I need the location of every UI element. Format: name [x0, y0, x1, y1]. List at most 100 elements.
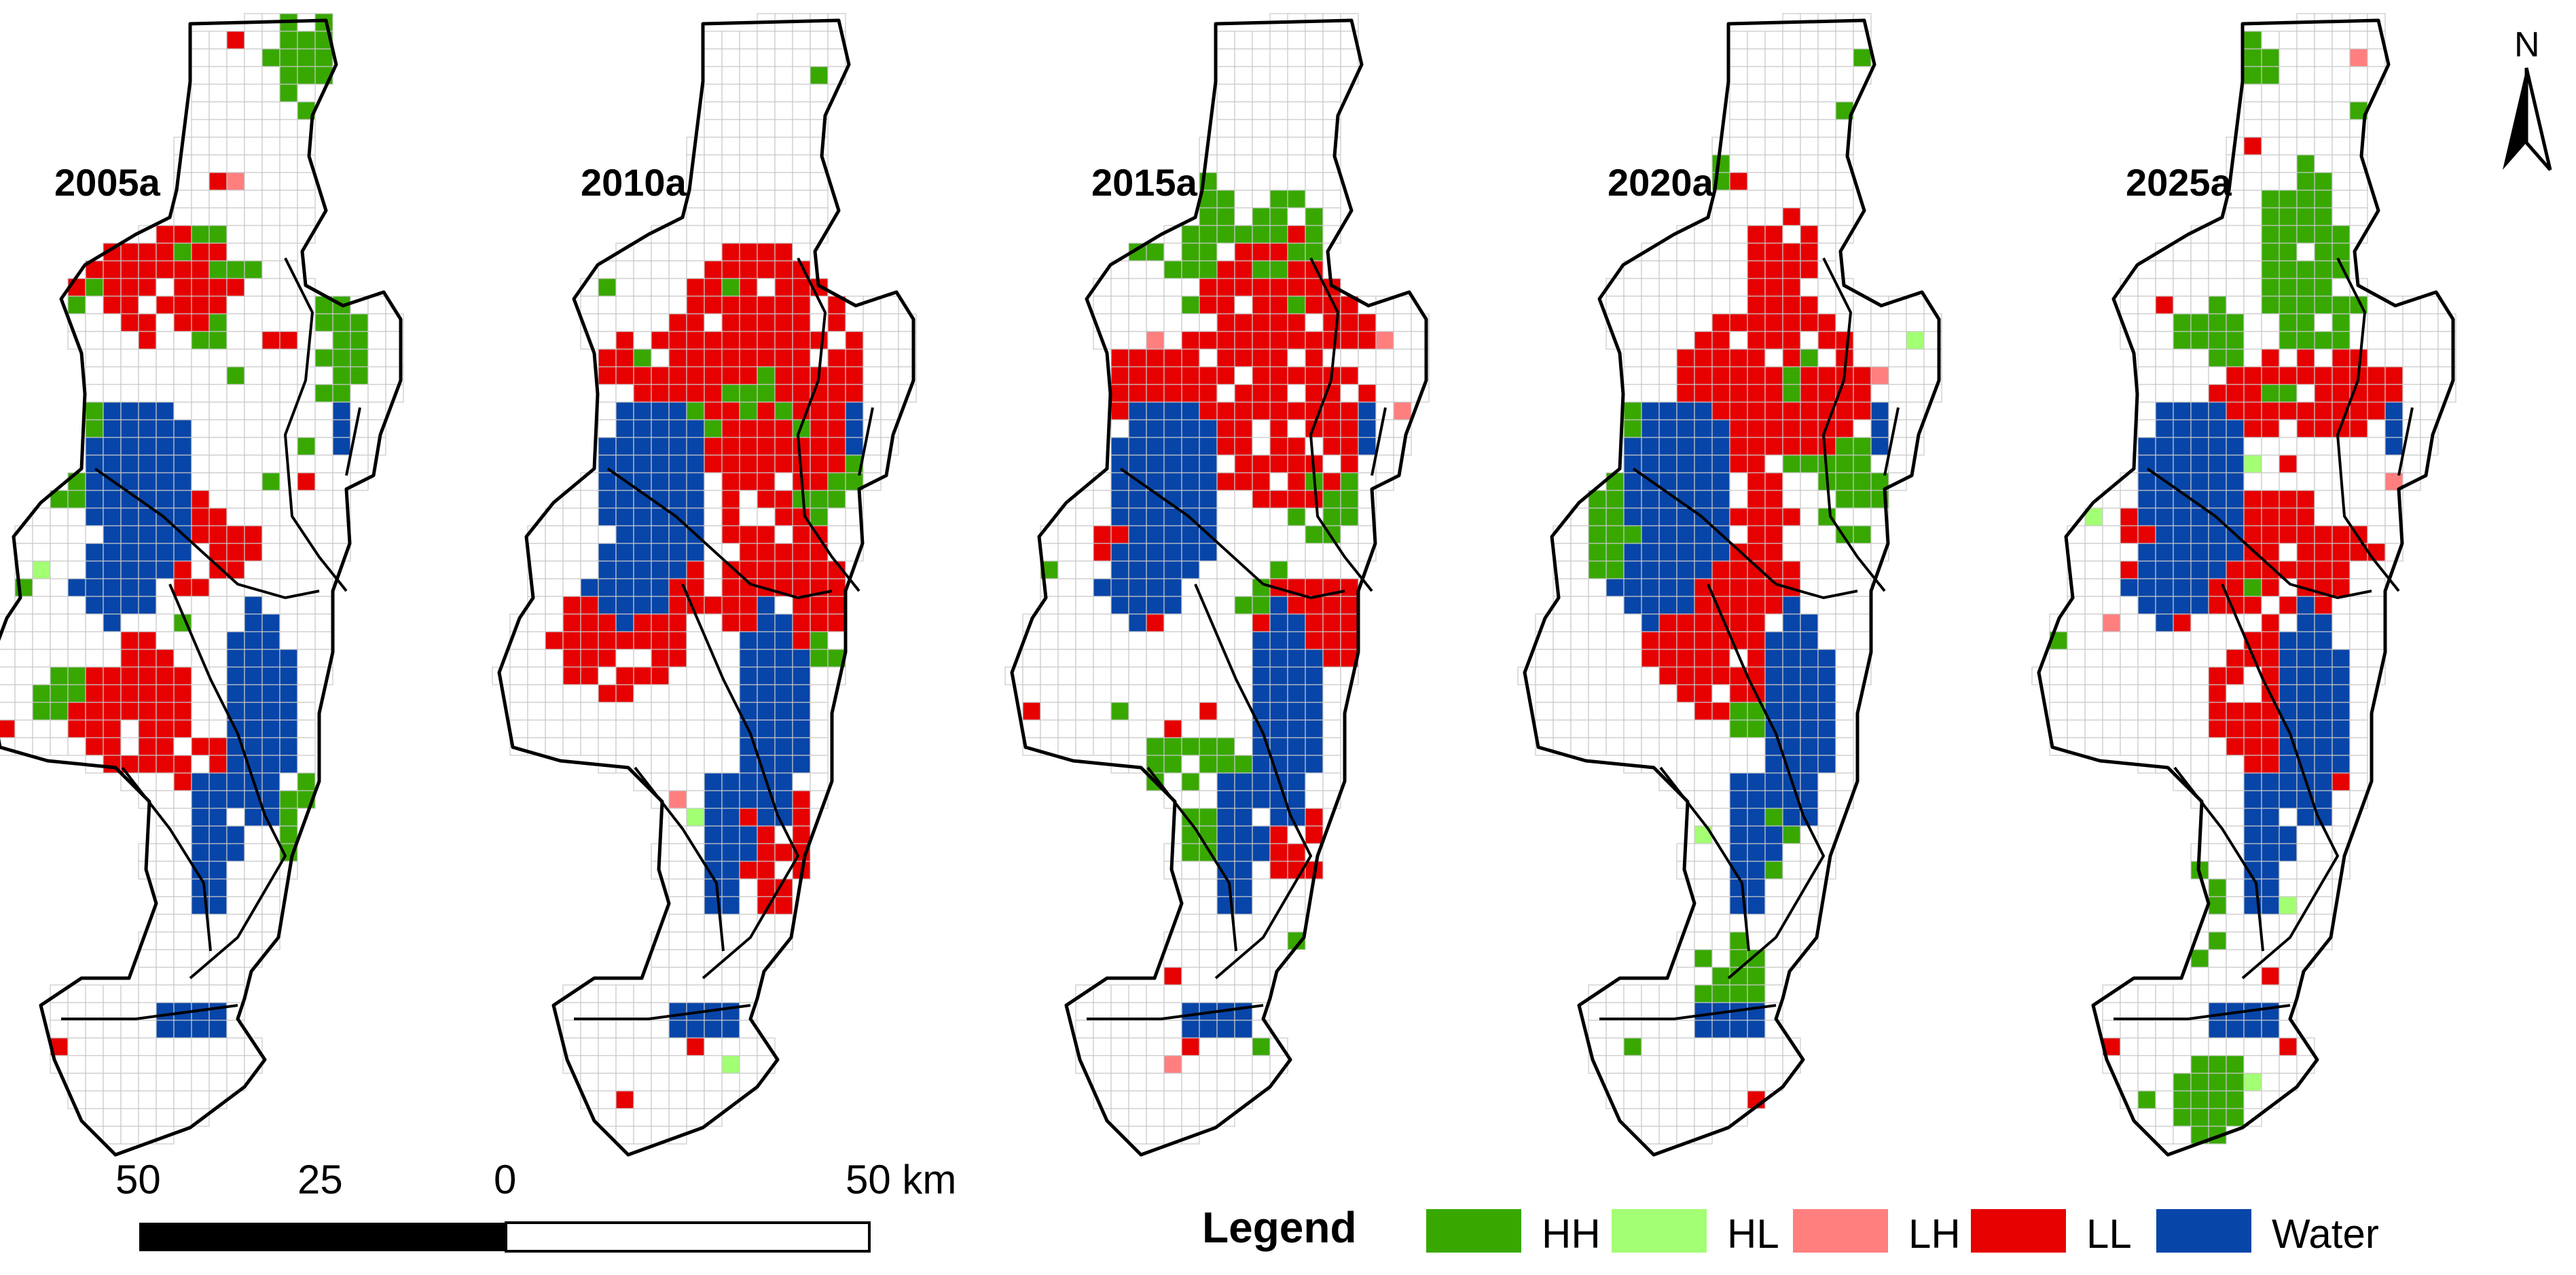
grid-cell	[279, 295, 298, 315]
grid-cell	[704, 84, 723, 103]
grid-cell	[1287, 401, 1306, 420]
grid-cell	[2420, 348, 2439, 367]
grid-cell	[633, 401, 652, 420]
grid-cell	[1729, 878, 1748, 897]
grid-cell	[1588, 631, 1607, 650]
grid-cell	[1782, 331, 1801, 350]
grid-cell	[226, 31, 245, 50]
grid-cell	[633, 384, 652, 403]
grid-cell	[792, 66, 811, 85]
grid-cell	[1110, 507, 1129, 526]
grid-cell	[1606, 702, 1625, 721]
grid-cell	[103, 613, 122, 632]
grid-cell	[67, 719, 86, 738]
grid-cell	[191, 825, 210, 844]
grid-cell	[1835, 137, 1854, 156]
grid-cell	[138, 278, 157, 297]
grid-cell	[138, 366, 157, 385]
grid-cell	[67, 560, 86, 579]
grid-cell	[686, 1108, 705, 1127]
grid-cell	[67, 613, 86, 632]
grid-cell	[156, 243, 175, 262]
grid-cell	[2243, 878, 2262, 897]
sub-basin-boundary	[2397, 407, 2414, 476]
grid-cell	[1181, 1073, 1200, 1092]
grid-cell	[1711, 755, 1730, 774]
grid-cell	[1287, 437, 1306, 456]
grid-cell	[261, 737, 280, 756]
grid-cell	[103, 437, 122, 456]
grid-cell	[792, 119, 811, 138]
grid-cell	[1747, 808, 1766, 827]
grid-cell	[615, 437, 634, 456]
grid-cell	[721, 472, 740, 491]
grid-cell	[2314, 84, 2333, 103]
grid-cell	[1216, 401, 1235, 420]
grid-cell	[1269, 384, 1288, 403]
grid-cell	[1817, 137, 1836, 156]
grid-cell	[103, 419, 122, 438]
grid-cell	[297, 702, 316, 721]
grid-cell	[0, 666, 16, 685]
grid-cell	[2137, 419, 2156, 438]
grid-cell	[103, 684, 122, 703]
grid-cell	[103, 578, 122, 597]
grid-cell	[50, 596, 69, 615]
grid-cell	[208, 101, 228, 120]
grid-cell	[2208, 1090, 2227, 1109]
grid-cell	[261, 490, 280, 509]
grid-cell	[1163, 666, 1182, 685]
grid-cell	[297, 190, 316, 209]
grid-cell	[332, 313, 351, 332]
grid-cell	[686, 154, 705, 173]
grid-cell	[1729, 578, 1748, 597]
grid-cell	[1782, 507, 1801, 526]
grid-cell	[1234, 843, 1253, 862]
grid-cell	[545, 649, 564, 668]
grid-cell	[138, 543, 157, 562]
grid-cell	[85, 684, 104, 703]
grid-cell	[138, 419, 157, 438]
grid-cell	[1817, 684, 1836, 703]
grid-cell	[2314, 543, 2333, 562]
grid-cell	[1305, 772, 1324, 791]
grid-cell	[1658, 260, 1677, 279]
grid-cell	[1782, 225, 1801, 244]
grid-cell	[1641, 1108, 1660, 1127]
grid-cell	[2296, 419, 2315, 438]
grid-cell	[2314, 66, 2333, 85]
grid-cell	[1181, 631, 1200, 650]
grid-cell	[1040, 684, 1059, 703]
grid-cell	[757, 649, 776, 668]
grid-cell	[2349, 560, 2368, 579]
grid-cell	[1269, 66, 1288, 85]
grid-cell	[1252, 66, 1271, 85]
grid-cell	[2332, 190, 2351, 209]
grid-cell	[2190, 1073, 2209, 1092]
grid-cell	[173, 772, 192, 791]
grid-cell	[1199, 578, 1218, 597]
grid-cell	[2173, 419, 2192, 438]
grid-cell	[1234, 31, 1253, 50]
grid-cell	[580, 649, 599, 668]
grid-cell	[1163, 1090, 1182, 1109]
grid-cell	[138, 613, 157, 632]
grid-cell	[721, 1037, 740, 1056]
grid-cell	[1764, 790, 1783, 809]
grid-cell	[156, 702, 175, 721]
grid-cell	[1269, 278, 1288, 297]
grid-cell	[173, 967, 192, 986]
grid-cell	[545, 737, 564, 756]
grid-cell	[1888, 366, 1907, 385]
grid-cell	[1835, 437, 1854, 456]
grid-cell	[279, 190, 298, 209]
grid-cell	[2279, 172, 2298, 191]
grid-cell	[1782, 596, 1801, 615]
grid-cell	[1694, 755, 1713, 774]
grid-cell	[1181, 366, 1200, 385]
grid-cell	[1234, 119, 1253, 138]
grid-cell	[2084, 737, 2103, 756]
grid-cell	[1128, 702, 1147, 721]
grid-cell	[1764, 437, 1783, 456]
grid-cell	[138, 1020, 157, 1039]
